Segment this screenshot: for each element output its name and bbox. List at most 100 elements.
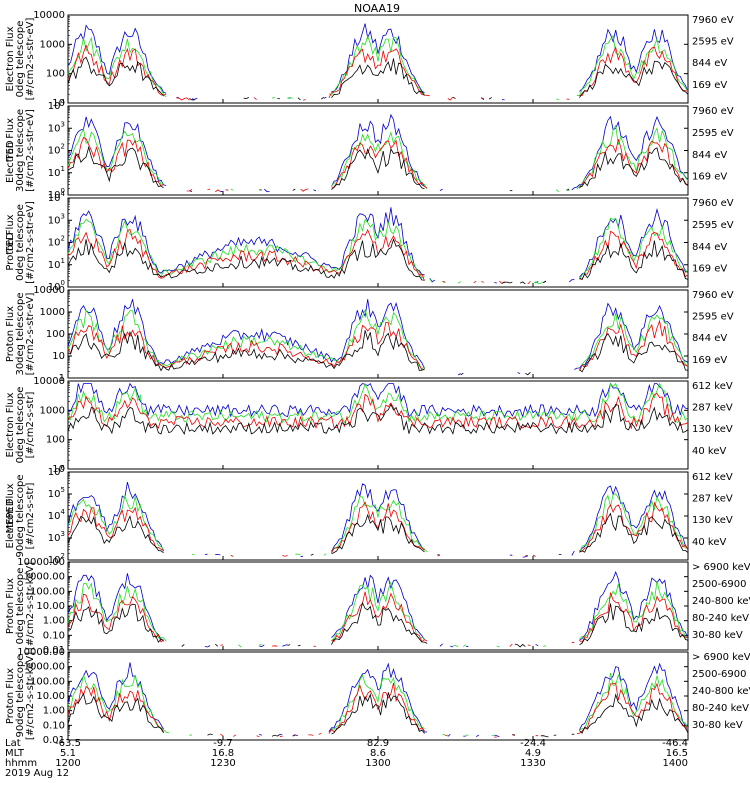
legend-entry: 80-240 keV — [692, 703, 749, 714]
y-axis-label-line: 90deg telescope — [15, 474, 26, 557]
series-line — [67, 570, 689, 648]
footer-mlt-value: 4.9 — [525, 748, 541, 759]
y-tick-label: 10000 — [33, 376, 65, 387]
series-line — [67, 662, 689, 738]
panel-8: 0.01 0.10 1.00 10.00 100.00 1000.00 10000.00Pr… — [5, 647, 750, 746]
y-axis-label-line: [#/cm2-s-str] — [25, 482, 36, 549]
y-tick-label: 100.00 — [30, 586, 65, 597]
y-tick-label: 10.00 — [36, 691, 65, 702]
series-line — [67, 217, 689, 285]
y-tick-label: 10000.00 — [17, 647, 65, 658]
legend-entry: 844 eV — [692, 58, 727, 69]
series-line — [67, 581, 689, 648]
y-axis-label-line: 0deg telescope — [15, 21, 26, 98]
y-tick-label: 106 — [48, 464, 66, 478]
series-line — [67, 512, 689, 556]
y-axis-label-line: 90deg telescope — [15, 654, 26, 737]
legend-entry: 240-800 keV — [692, 686, 750, 697]
y-tick-label: 100 — [46, 329, 65, 340]
legend-entry: 130 keV — [692, 515, 733, 526]
y-tick-label: 10.00 — [36, 601, 65, 612]
panel-frame — [67, 105, 689, 196]
y-tick-exponent: 2 — [61, 143, 65, 151]
series-line — [67, 403, 689, 436]
footer-lat-value: -24.4 — [520, 738, 546, 749]
panel-frame — [67, 380, 689, 470]
legend-entry: 844 eV — [692, 150, 727, 161]
legend-entry: 612 keV — [692, 381, 733, 392]
footer-lat-value: -46.4 — [662, 738, 688, 749]
y-tick-label: 101 — [48, 257, 65, 271]
y-tick-label: 102 — [48, 235, 65, 249]
y-axis-label-line: Electron Flux — [5, 483, 16, 548]
y-tick-exponent: 3 — [61, 530, 65, 538]
y-axis-label-line: 30deg telescope — [15, 292, 26, 375]
y-tick-label: 104 — [48, 508, 66, 522]
footer-row-label: hhmm — [5, 758, 37, 769]
series-line — [67, 23, 689, 101]
legend-entry: 612 keV — [692, 472, 733, 483]
y-tick-label: 1 — [59, 373, 65, 384]
y-tick-label: 1000 — [40, 405, 65, 416]
panel-7: 0.010.101.0010.00100.001000.0010000.00Pr… — [5, 557, 750, 656]
footer-hhmm-value: 1200 — [55, 758, 80, 769]
y-tick-label: 10 — [52, 351, 65, 362]
legend-entry: 7960 eV — [692, 106, 734, 117]
y-tick-exponent: 4 — [61, 190, 66, 198]
series-line — [67, 299, 689, 376]
legend-entry: 2595 eV — [692, 312, 734, 323]
y-tick-label: 103 — [48, 120, 65, 134]
y-tick-exponent: 1 — [61, 257, 65, 265]
y-axis-label: Electron Flux0deg telescope[#/cm2-s-str] — [5, 387, 36, 464]
series-line — [67, 136, 689, 193]
series-line — [67, 382, 689, 424]
legend-entry: 7960 eV — [692, 290, 734, 301]
y-tick-exponent: 4 — [61, 98, 66, 106]
y-axis-label: Proton Flux0deg telescope[#/cm2-s-str-ke… — [5, 562, 36, 650]
y-axis-label-line: [#/cm2-s-str-eV] — [25, 109, 36, 192]
series-line — [67, 673, 689, 737]
y-axis-label-line: Proton Flux — [5, 668, 16, 724]
y-axis-label-line: Electron Flux — [5, 392, 16, 457]
y-tick-label: 1000.00 — [24, 662, 65, 673]
panel-3: 1 0 0 101 102 103 104 Proton Flux0deg telescope… — [5, 190, 734, 293]
y-tick-label: 103 — [48, 212, 65, 226]
y-tick-label: 1.00 — [43, 706, 65, 717]
y-tick-label: 10 — [52, 464, 65, 475]
y-axis-label-line: [#/cm2-s-str] — [25, 391, 36, 458]
y-tick-label: 0.10 — [43, 720, 65, 731]
y-axis-label-line: [#/cm2-s-str-eV] — [25, 18, 36, 101]
y-axis-label-line: [#/cm2-s-str-eV] — [25, 201, 36, 284]
footer-row-label: MLT — [5, 748, 25, 759]
legend-entry: 287 keV — [692, 494, 733, 505]
footer-date: 2019 Aug 12 — [5, 768, 69, 779]
series-line — [67, 308, 689, 371]
series-line — [67, 238, 689, 285]
y-tick-label: 104 — [48, 98, 66, 112]
y-tick-exponent: 0 — [61, 279, 65, 287]
series-line — [67, 34, 689, 101]
chart-title: NOAA19 — [354, 2, 400, 15]
legend-entry: 2500-6900 — [692, 579, 747, 590]
y-tick-label: 10 — [52, 98, 65, 109]
footer-mlt-value: 16.5 — [666, 748, 688, 759]
series-line — [67, 124, 689, 193]
y-axis-label-line: Proton Flux — [5, 306, 16, 362]
series-line — [67, 481, 689, 558]
y-tick-label: 100.00 — [30, 676, 65, 687]
y-axis-label: Proton Flux30deg telescope[#/cm2-s-str-e… — [5, 292, 36, 375]
y-axis-label-line: 0deg telescope — [15, 387, 26, 464]
legend-entry: 169 eV — [692, 264, 727, 275]
y-tick-label: 0.10 — [43, 630, 65, 641]
series-line — [67, 682, 689, 738]
series-line — [67, 501, 689, 557]
legend-entry: 7960 eV — [692, 15, 734, 26]
legend-entry: 2595 eV — [692, 220, 734, 231]
panel-frame — [67, 651, 689, 741]
legend-entry: 2500-6900 — [692, 669, 747, 680]
y-axis-label: Electron Flux90deg telescope[#/cm2-s-str… — [5, 474, 36, 557]
